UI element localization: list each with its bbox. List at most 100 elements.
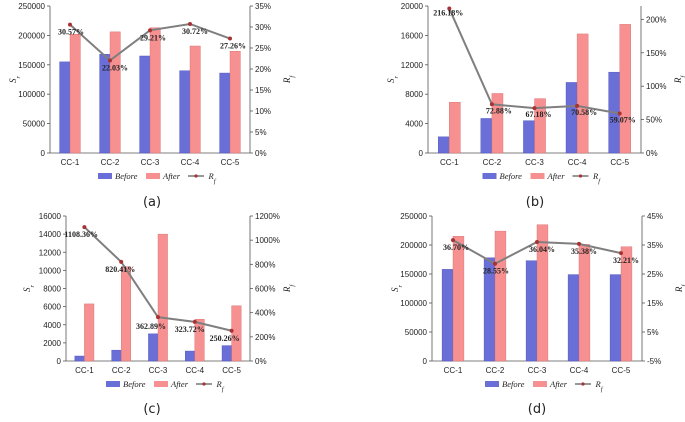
legend-swatch-before <box>98 173 112 179</box>
x-tick-label: CC-2 <box>112 366 131 375</box>
panel-caption: (c) <box>143 402 160 417</box>
bar-before <box>525 260 538 362</box>
rf-point <box>532 106 537 111</box>
y2-tick-label: 200% <box>646 15 666 24</box>
rf-point <box>108 58 112 63</box>
bar-before <box>179 70 191 154</box>
y2-tick-label: 0% <box>255 357 267 366</box>
legend-label-rf: Rf <box>207 171 216 185</box>
bar-after <box>229 51 241 154</box>
x-tick-label: CC-4 <box>181 158 200 167</box>
y-tick-label: 12000 <box>401 61 424 70</box>
bar-before <box>567 274 580 362</box>
legend-label-before: Before <box>502 379 525 389</box>
rf-point <box>228 36 232 41</box>
bar-after <box>534 98 546 154</box>
rf-line <box>448 8 620 115</box>
legend-label-after: After <box>547 171 566 181</box>
bar-after <box>149 27 161 154</box>
bar-before <box>441 269 454 362</box>
legend-swatch-after <box>146 173 160 179</box>
x-tick-label: CC-5 <box>221 158 240 167</box>
bar-after <box>449 102 461 154</box>
bar-after <box>578 244 591 362</box>
rf-data-label: 36.04% <box>529 245 555 254</box>
rf-point <box>617 111 622 116</box>
y2-tick-label: 1200% <box>255 212 280 221</box>
y2-tick-label: 10% <box>255 107 271 116</box>
bar-after <box>491 93 504 154</box>
legend-swatch-before <box>106 381 120 387</box>
legend-label-after: After <box>162 171 181 181</box>
y-tick-label: 20000 <box>401 2 424 11</box>
y2-tick-label: 0% <box>255 149 267 158</box>
panel-0: 0 50000 100000 150000 200000 250000 0% 5% 10% 15%… <box>8 2 296 210</box>
legend-marker-rf <box>581 382 585 386</box>
rf-point <box>619 251 623 256</box>
legend-swatch-after <box>530 173 545 179</box>
x-tick-label: CC-1 <box>75 366 94 375</box>
y-tick-label: 4000 <box>43 321 61 330</box>
y-tick-label: 100000 <box>18 90 45 99</box>
legend-swatch-before <box>482 173 497 179</box>
legend-marker-rf <box>202 382 206 386</box>
bar-before <box>111 349 122 362</box>
y-tick-label: 0 <box>57 357 62 366</box>
legend-swatch-before <box>485 381 499 387</box>
y2-tick-label: 25% <box>255 44 271 53</box>
bar-before <box>609 274 622 362</box>
x-tick-label: CC-2 <box>101 158 120 167</box>
bar-before <box>565 82 578 154</box>
x-tick-label: CC-4 <box>568 158 587 167</box>
x-tick-label: CC-2 <box>483 158 502 167</box>
bar-after <box>494 230 507 362</box>
rf-data-label: 59.07% <box>610 116 636 125</box>
x-tick-label: CC-3 <box>528 366 547 375</box>
y-tick-label: 0 <box>41 149 46 158</box>
y-tick-label: 4000 <box>405 120 423 129</box>
x-tick-label: CC-1 <box>444 366 463 375</box>
rf-data-label: 250.26% <box>210 334 240 343</box>
y-tick-label: 10000 <box>39 266 62 275</box>
x-tick-label: CC-3 <box>141 158 160 167</box>
bar-before <box>219 72 231 154</box>
y2-tick-label: 5% <box>647 328 659 337</box>
bar-after <box>109 31 121 154</box>
rf-point <box>575 103 580 108</box>
legend-label-rf: Rf <box>592 171 601 185</box>
legend-label-before: Before <box>115 171 138 181</box>
x-tick-label: CC-5 <box>610 158 629 167</box>
rf-point <box>489 102 494 107</box>
bar-after <box>157 233 168 362</box>
panel-caption: (a) <box>143 195 161 210</box>
rf-data-label: 27.26% <box>220 42 246 51</box>
y-tick-label: 2000 <box>43 339 61 348</box>
legend-marker-rf <box>194 174 198 178</box>
rf-data-label: 820.41% <box>105 265 135 274</box>
rf-data-label: 72.88% <box>486 106 512 115</box>
bar-before <box>139 55 151 154</box>
y-tick-label: 12000 <box>39 248 62 257</box>
y-tick-label: 200000 <box>400 241 427 250</box>
legend-marker-rf <box>578 174 583 178</box>
bar-before <box>59 61 71 154</box>
y-tick-label: 250000 <box>18 2 45 11</box>
y2-tick-label: 150% <box>646 49 666 58</box>
rf-point <box>535 239 539 244</box>
rf-point <box>447 6 452 11</box>
x-tick-label: CC-4 <box>570 366 589 375</box>
x-tick-label: CC-5 <box>612 366 631 375</box>
y-tick-label: 50000 <box>23 120 46 129</box>
rf-data-label: 362.89% <box>136 322 166 331</box>
bar-after <box>619 24 631 154</box>
bar-before <box>74 355 85 362</box>
x-tick-label: CC-1 <box>61 158 80 167</box>
y2-tick-label: 30% <box>255 23 271 32</box>
y2-tick-label: 45% <box>647 212 663 221</box>
y-tick-label: 6000 <box>43 303 61 312</box>
legend-swatch-after <box>533 381 547 387</box>
y-tick-label: 8000 <box>405 90 423 99</box>
bar-after <box>189 45 201 154</box>
panel-3: 0 50000 100000 150000 200000 250000 -5% 5% 15% 25… <box>390 212 685 417</box>
bar-before <box>148 333 159 362</box>
